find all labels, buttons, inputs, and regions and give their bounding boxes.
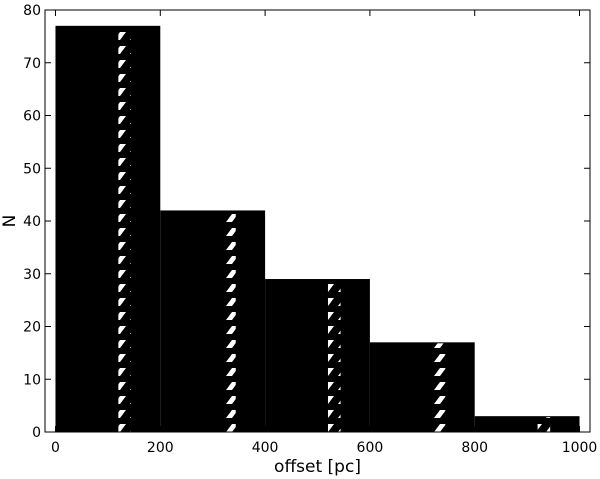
x-tick-label: 0 xyxy=(51,440,60,456)
y-tick-label: 10 xyxy=(23,372,41,388)
bars-layer xyxy=(55,25,580,432)
histogram-bar-5 xyxy=(474,416,580,432)
histogram-bar-3 xyxy=(265,279,370,432)
histogram-bar-4 xyxy=(369,342,475,432)
x-tick-label: 400 xyxy=(252,440,279,456)
y-tick-label: 60 xyxy=(23,109,41,125)
histogram-bar-1 xyxy=(55,25,161,432)
histogram-bar-hatch-4 xyxy=(432,343,446,432)
y-axis-label: N xyxy=(0,215,20,228)
y-tick-label: 0 xyxy=(32,425,41,441)
y-tick-label: 40 xyxy=(23,214,41,230)
histogram-bar-2 xyxy=(160,210,266,432)
x-tick-label: 200 xyxy=(147,440,174,456)
x-tick-label: 1000 xyxy=(562,440,598,456)
y-tick-label: 80 xyxy=(23,3,41,19)
y-tick-label: 20 xyxy=(23,320,41,336)
y-tick-label: 70 xyxy=(23,56,41,72)
histogram-bar-hatch-2 xyxy=(223,211,236,432)
x-axis-label: offset [pc] xyxy=(274,457,361,477)
ticks-layer: 0 200 400 600 800 1000 0 10 20 30 40 50 60 70 80 xyxy=(23,3,597,456)
histogram-bar-hatch-3 xyxy=(327,280,341,432)
histogram-bar-hatch-5 xyxy=(537,417,551,432)
y-tick-label: 50 xyxy=(23,161,41,177)
x-tick-label: 800 xyxy=(461,440,488,456)
histogram-bar-hatch-1 xyxy=(118,26,131,432)
x-tick-label: 600 xyxy=(357,440,384,456)
y-tick-label: 30 xyxy=(23,267,41,283)
